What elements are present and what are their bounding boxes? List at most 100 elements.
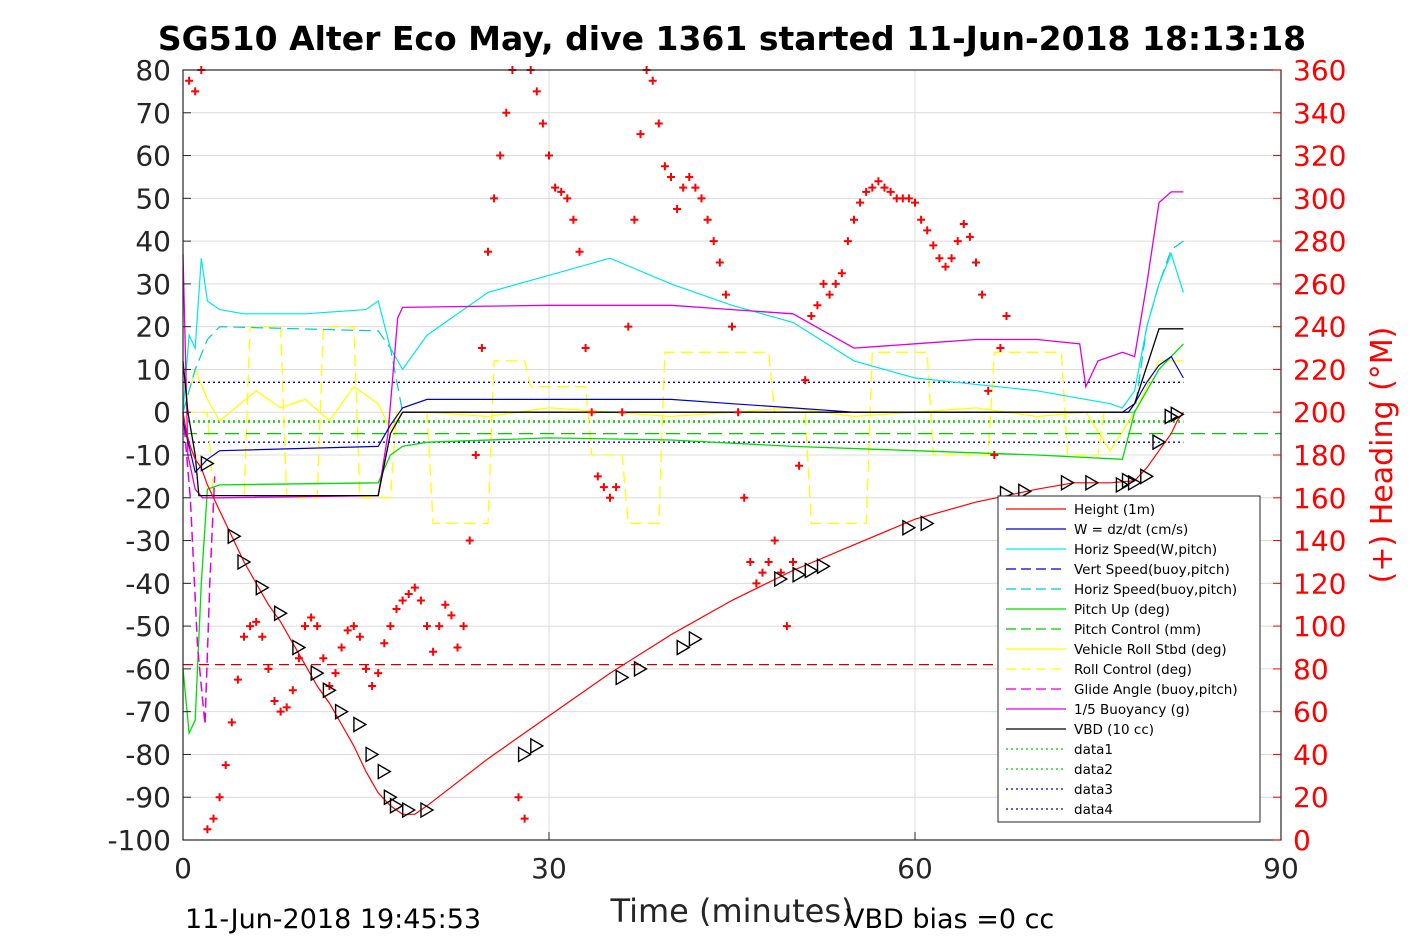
- heading-point: [990, 451, 999, 459]
- y-tick-label: -30: [125, 525, 171, 558]
- heading-point: [1002, 311, 1011, 320]
- heading-point: [484, 247, 492, 256]
- right-tick-label: 100: [1293, 610, 1346, 643]
- depth-marker: [530, 737, 545, 755]
- heading-point: [538, 119, 547, 128]
- heading-point: [813, 301, 822, 310]
- left-axis: 80 70 60 50 40 30 20 10 0 -10 -20 -30 -40 -50 -60 -70 -8…: [107, 54, 191, 857]
- right-axis: 3603403203002802602402202001801601401201…: [1273, 54, 1346, 857]
- right-tick-label: 240: [1293, 311, 1346, 344]
- heading-point: [819, 279, 828, 288]
- legend-label: W = dz/dt (cm/s): [1074, 522, 1188, 538]
- heading-point: [587, 408, 596, 417]
- heading-point: [880, 183, 889, 192]
- heading-point: [374, 669, 383, 678]
- legend-label: Pitch Control (mm): [1074, 622, 1201, 638]
- legend-label: Height (1m): [1074, 502, 1155, 518]
- series-horiz-buoy: [182, 240, 1184, 413]
- y-tick-label: 10: [135, 353, 171, 386]
- heading-point: [679, 183, 688, 192]
- depth-marker: [1170, 406, 1185, 423]
- right-tick-label: 340: [1293, 97, 1346, 130]
- y-tick-label: -90: [125, 781, 171, 814]
- legend-label: data3: [1074, 782, 1113, 798]
- heading-point: [764, 557, 773, 566]
- right-tick-label: 140: [1293, 525, 1346, 558]
- heading-point: [301, 622, 309, 631]
- heading-point: [331, 669, 340, 678]
- heading-point: [563, 194, 572, 203]
- depth-marker: [792, 566, 807, 583]
- heading-point: [618, 408, 627, 417]
- depth-marker: [1152, 433, 1167, 451]
- heading-point: [709, 237, 718, 246]
- heading-point: [270, 696, 279, 705]
- marker-layer: [200, 406, 1185, 819]
- heading-point: [337, 643, 346, 652]
- x-tick-label: 90: [1263, 852, 1299, 885]
- heading-point: [648, 76, 657, 85]
- heading-point: [965, 232, 974, 241]
- heading-point: [660, 162, 669, 171]
- heading-point: [276, 707, 285, 716]
- heading-point: [465, 536, 474, 545]
- chart-title: SG510 Alter Eco May, dive 1361 started 1…: [158, 19, 1306, 58]
- y-tick-label: 50: [135, 182, 171, 215]
- series-glide-angle: [182, 412, 216, 725]
- depth-marker: [1060, 474, 1075, 492]
- depth-marker: [334, 703, 349, 720]
- heading-point: [837, 269, 846, 278]
- right-tick-label: 320: [1293, 140, 1346, 173]
- heading-point: [599, 483, 608, 492]
- heading-point: [691, 183, 700, 192]
- right-tick-label: 280: [1293, 225, 1346, 258]
- heading-point: [416, 596, 425, 605]
- legend: Height (1m) W = dz/dt (cm/s) Horiz Speed(W…: [997, 495, 1261, 823]
- heading-point: [569, 215, 578, 224]
- footer-vbd-bias: VBD bias =0 cc: [846, 904, 1054, 935]
- heading-point: [612, 483, 621, 492]
- y-tick-label: 30: [135, 268, 171, 301]
- heading-point: [441, 600, 450, 609]
- heading-point: [654, 119, 663, 128]
- depth-marker: [804, 562, 819, 579]
- depth-marker: [227, 528, 242, 545]
- heading-point: [630, 215, 639, 224]
- series-pitch: [182, 343, 1184, 736]
- heading-point: [673, 205, 682, 214]
- depth-marker: [1127, 474, 1142, 492]
- heading-point: [386, 622, 395, 631]
- heading-point: [209, 814, 218, 823]
- series-horiz-w: [182, 252, 1184, 413]
- x-tick-label: 0: [174, 852, 192, 885]
- heading-point: [734, 408, 743, 417]
- heading-point: [959, 220, 968, 228]
- depth-marker: [816, 558, 831, 575]
- heading-point: [667, 172, 675, 181]
- depth-marker: [292, 639, 307, 656]
- legend-label: Horiz Speed(W,pitch): [1074, 542, 1217, 558]
- heading-point: [227, 718, 236, 727]
- right-tick-label: 300: [1293, 182, 1346, 215]
- heading-point: [923, 226, 932, 235]
- bottom-axis: 0 30 60 90: [174, 832, 1299, 885]
- legend-label: data4: [1074, 802, 1113, 818]
- heading-point: [410, 583, 419, 592]
- heading-point: [520, 814, 529, 823]
- heading-point: [624, 322, 633, 331]
- depth-marker: [310, 664, 325, 682]
- legend-label: data2: [1074, 762, 1113, 778]
- heading-point: [477, 344, 486, 353]
- heading-point: [185, 76, 194, 85]
- depth-marker: [200, 455, 215, 472]
- heading-point: [728, 322, 736, 331]
- series-vbd: [182, 328, 1184, 497]
- heading-point: [343, 626, 352, 635]
- depth-marker: [1085, 474, 1100, 492]
- heading-point: [380, 639, 389, 648]
- y-tick-label: -40: [125, 567, 171, 600]
- heading-point: [636, 130, 645, 139]
- depth-marker: [688, 630, 703, 648]
- y-tick-label: 20: [135, 311, 171, 344]
